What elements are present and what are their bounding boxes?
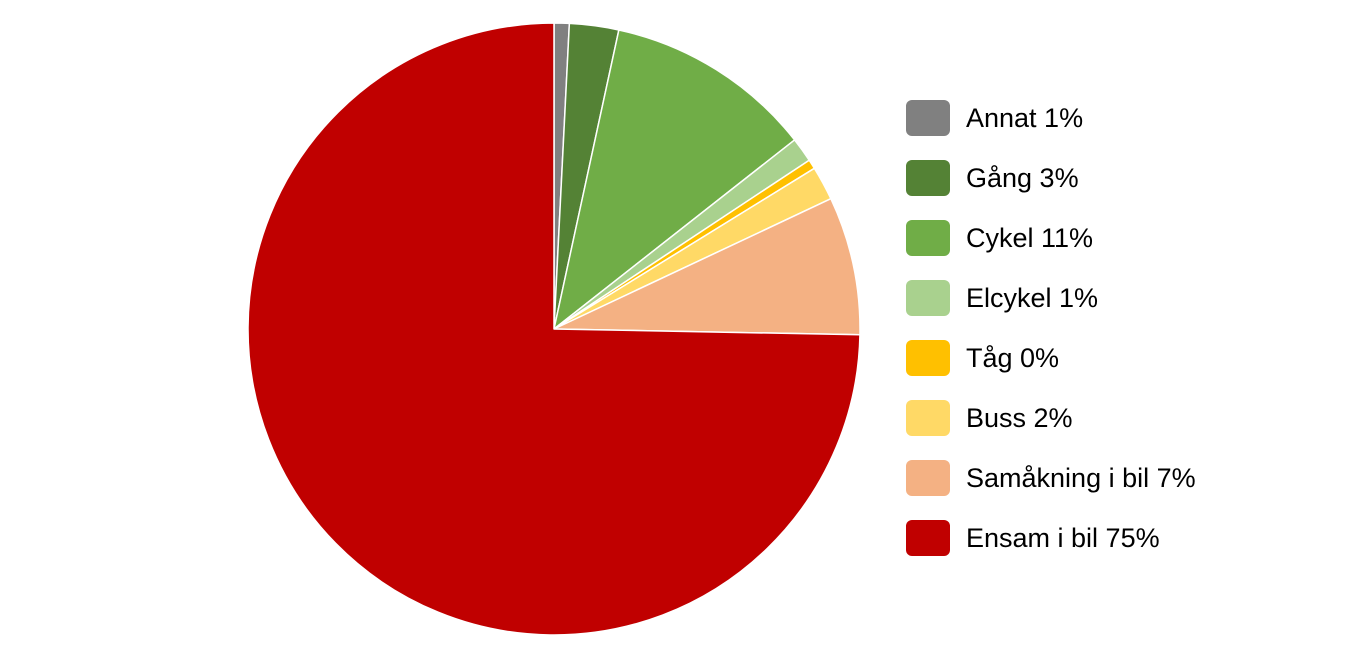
legend-label: Elcykel 1% [966, 283, 1099, 313]
legend-item: Annat 1% [906, 88, 1083, 148]
legend-swatch [906, 340, 950, 376]
legend-label: Gång 3% [966, 163, 1079, 193]
legend-swatch [906, 160, 950, 196]
legend-item: Samåkning i bil 7% [906, 448, 1196, 508]
legend-swatch [906, 460, 950, 496]
legend-item: Ensam i bil 75% [906, 508, 1160, 568]
pie-slice-cykel [553, 29, 796, 330]
pie-slice-ensam-i-bil [247, 22, 861, 636]
legend-swatch [906, 100, 950, 136]
legend-item: Elcykel 1% [906, 268, 1098, 328]
legend-label: Buss 2% [966, 403, 1073, 433]
pie-slice-samåkning-i-bil [553, 197, 861, 336]
legend-item: Cykel 11% [906, 208, 1093, 268]
legend-label: Cykel 11% [966, 223, 1094, 253]
legend-swatch [906, 400, 950, 436]
legend-swatch [906, 280, 950, 316]
legend-label: Tåg 0% [966, 343, 1060, 373]
legend-swatch [906, 520, 950, 556]
legend-label: Samåkning i bil 7% [966, 463, 1196, 493]
legend-label: Annat 1% [966, 103, 1084, 133]
legend-item: Buss 2% [906, 388, 1073, 448]
legend-item: Gång 3% [906, 148, 1079, 208]
legend-label: Ensam i bil 75% [966, 523, 1160, 553]
legend-item: Tåg 0% [906, 328, 1059, 388]
legend-swatch [906, 220, 950, 256]
